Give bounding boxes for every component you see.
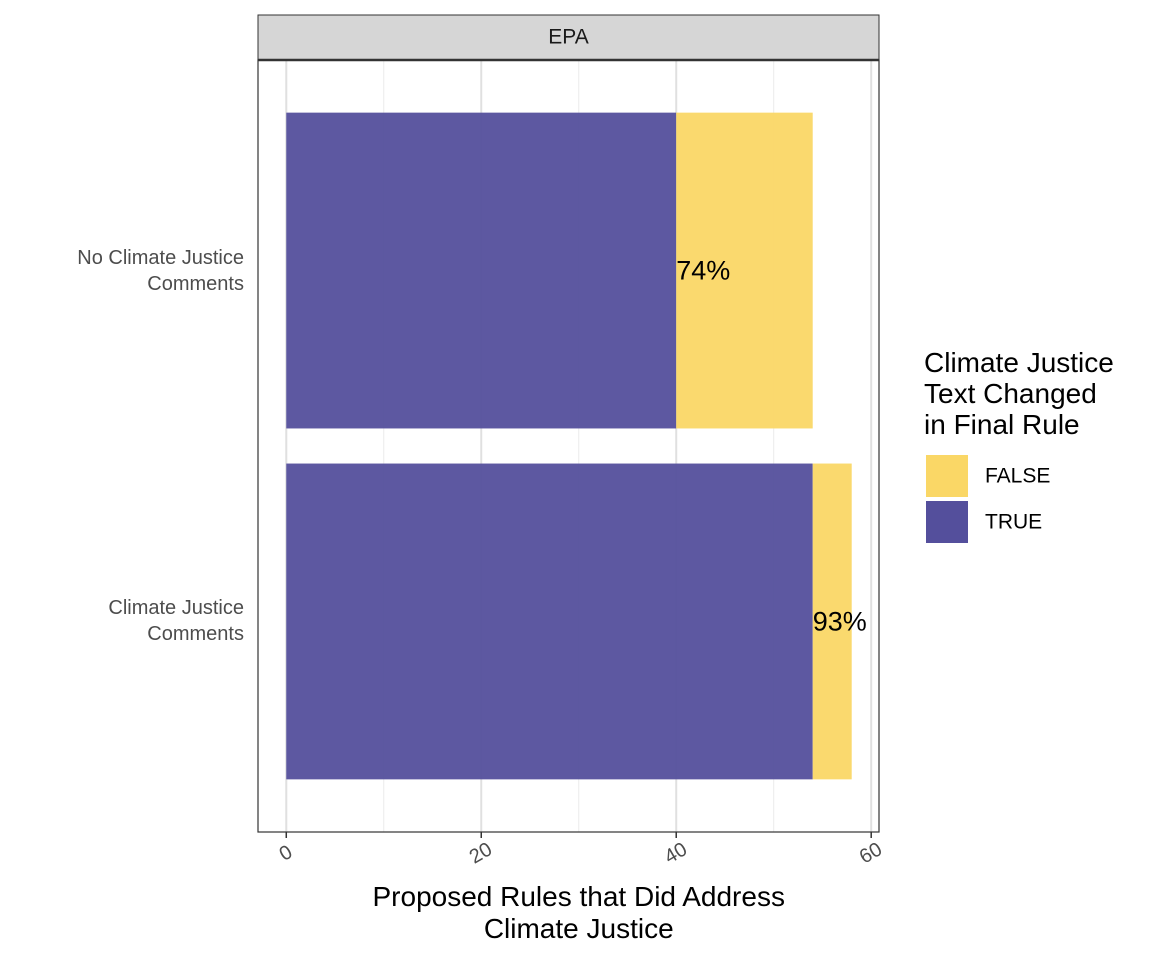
bar bbox=[286, 463, 813, 780]
bar bbox=[286, 112, 677, 429]
share-label: 74% bbox=[676, 256, 730, 286]
x-tick-label: 20 bbox=[466, 838, 496, 868]
share-label: 93% bbox=[813, 607, 867, 637]
y-tick-label: No Climate Justice Comments bbox=[77, 246, 244, 295]
bar bbox=[676, 112, 813, 429]
x-tick-label: 0 bbox=[276, 841, 297, 866]
legend-key bbox=[926, 455, 968, 497]
facet-label: EPA bbox=[548, 26, 588, 49]
facet-strip bbox=[257, 14, 880, 61]
x-tick-label: 40 bbox=[661, 838, 691, 868]
legend-key bbox=[926, 501, 968, 543]
legend-label: FALSE bbox=[985, 465, 1050, 488]
legend-title: Climate Justice Text Changed in Final Ru… bbox=[924, 347, 1114, 440]
x-axis-title: Proposed Rules that Did Address Climate … bbox=[372, 881, 785, 944]
legend-label: TRUE bbox=[985, 511, 1042, 534]
x-tick-label: 60 bbox=[856, 838, 886, 868]
bar bbox=[812, 463, 852, 780]
y-tick-label: Climate Justice Comments bbox=[108, 597, 244, 646]
